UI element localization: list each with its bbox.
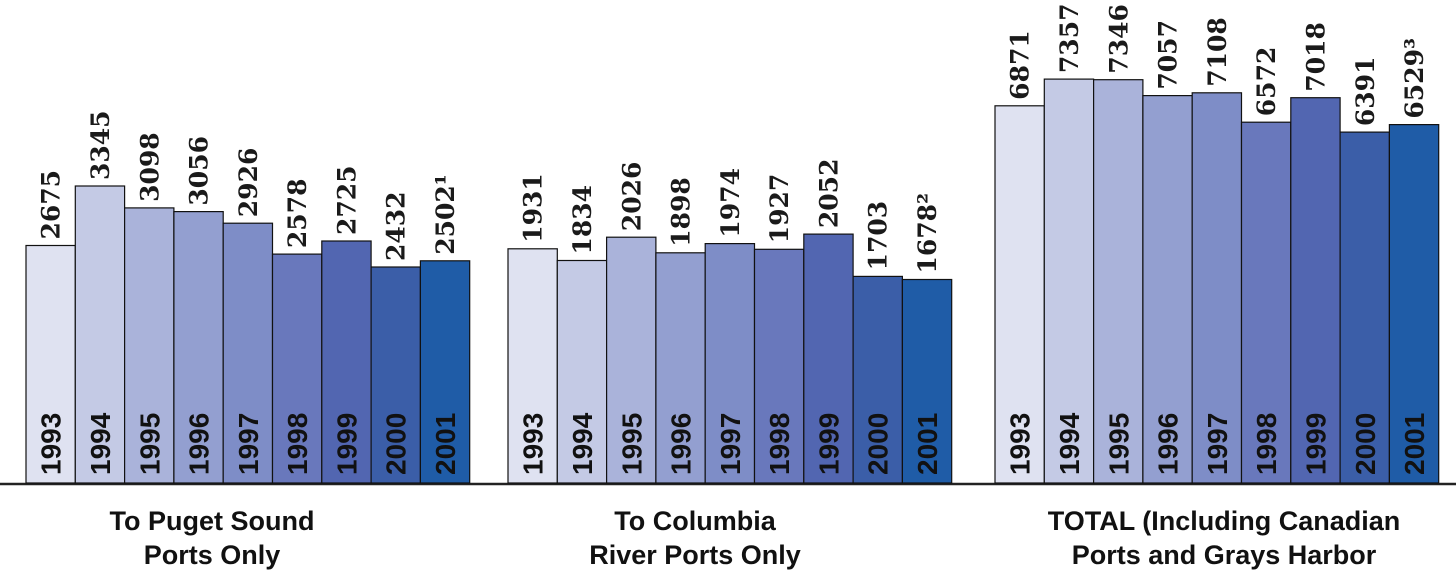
value-label: 7057 — [1154, 20, 1183, 90]
bar-group-3: 6871 1993 7357 1994 7346 1995 7057 1996 7108 1997… — [994, 4, 1440, 570]
bar-2000 — [852, 275, 903, 484]
value-label: 2675 — [37, 170, 66, 240]
value-label: 1931 — [519, 173, 548, 243]
value-label: 7018 — [1302, 22, 1331, 92]
value-label: 6529³ — [1400, 38, 1429, 119]
year-label: 1997 — [233, 413, 264, 475]
year-label: 1995 — [616, 413, 647, 475]
value-label: 6572 — [1252, 47, 1281, 117]
group-label-line: Ports Only — [144, 540, 281, 570]
value-label: 7108 — [1203, 17, 1232, 87]
value-label: 7357 — [1055, 4, 1084, 74]
value-label: 2502¹ — [431, 174, 460, 255]
group-label-line: To Columbia — [614, 506, 776, 536]
bar-1996 — [1142, 94, 1193, 484]
bar-1993 — [507, 248, 558, 484]
value-label: 3098 — [135, 132, 164, 202]
year-label: 1997 — [1202, 413, 1233, 475]
year-label: 2001 — [430, 413, 461, 475]
bar-2001 — [901, 278, 953, 484]
value-label: 3056 — [185, 136, 214, 206]
year-label: 2000 — [1350, 413, 1381, 475]
year-label: 1994 — [1054, 412, 1085, 475]
year-label: 2001 — [912, 413, 943, 475]
year-label: 1996 — [184, 413, 215, 475]
value-label: 3345 — [86, 110, 115, 180]
value-label: 7346 — [1104, 4, 1133, 74]
group-label-line: Ports and Grays Harbor — [1072, 540, 1377, 570]
year-label: 1996 — [666, 413, 697, 475]
value-label: 2432 — [382, 191, 411, 261]
year-label: 1998 — [1251, 413, 1282, 475]
bar-1996 — [655, 252, 706, 484]
year-label: 2000 — [381, 413, 412, 475]
bar-group-2: 1931 1993 1834 1994 2026 1995 1898 1996 1974 1997… — [507, 159, 953, 570]
group-label-line: To Puget Sound — [110, 506, 315, 536]
year-label: 1999 — [813, 413, 844, 475]
year-label: 1994 — [567, 412, 598, 475]
value-label: 1678² — [913, 193, 942, 274]
value-label: 6871 — [1006, 30, 1035, 100]
bar-1994 — [1043, 78, 1095, 484]
bar-1998 — [1240, 121, 1292, 484]
value-label: 2026 — [617, 162, 646, 232]
value-label: 1927 — [765, 174, 794, 244]
bar-1999 — [803, 233, 854, 484]
year-label: 1993 — [518, 413, 549, 475]
year-label: 2001 — [1399, 413, 1430, 475]
value-label: 1834 — [568, 185, 597, 255]
bar-group-1: 2675 1993 3345 1994 3098 1995 3056 1996 2926 1997… — [25, 110, 471, 570]
bar-1999 — [321, 240, 372, 484]
bar-1999 — [1290, 97, 1341, 484]
bar-1995 — [1092, 79, 1144, 484]
bar-1994 — [74, 185, 126, 484]
year-label: 1999 — [1301, 413, 1332, 475]
year-label: 1993 — [1005, 413, 1036, 475]
value-label: 2926 — [234, 148, 263, 218]
bar-1995 — [123, 207, 175, 484]
value-label: 2578 — [283, 179, 312, 249]
year-label: 1995 — [134, 413, 165, 475]
value-label: 2725 — [332, 165, 361, 235]
year-label: 1998 — [282, 413, 313, 475]
bar-2001 — [419, 260, 471, 484]
year-label: 1995 — [1103, 413, 1134, 475]
year-label: 1993 — [36, 413, 67, 475]
bar-1993 — [994, 105, 1045, 484]
value-label: 1898 — [667, 177, 696, 247]
value-label: 6391 — [1351, 57, 1380, 127]
bar-1997 — [704, 243, 756, 484]
year-label: 1999 — [331, 413, 362, 475]
year-label: 1994 — [85, 412, 116, 475]
year-label: 1997 — [715, 413, 746, 475]
bar-1998 — [753, 248, 805, 484]
year-label: 2000 — [863, 413, 894, 475]
group-label-line: TOTAL (Including Canadian — [1048, 506, 1401, 536]
bar-1996 — [173, 211, 224, 484]
value-label: 2052 — [814, 159, 843, 229]
bar-1997 — [1191, 92, 1243, 484]
year-label: 1998 — [764, 413, 795, 475]
group-label-line: River Ports Only — [589, 540, 801, 570]
value-label: 1974 — [716, 168, 745, 238]
bar-1994 — [556, 259, 608, 484]
year-label: 1996 — [1153, 413, 1184, 475]
bar-1995 — [605, 236, 657, 484]
bar-2001 — [1388, 123, 1440, 484]
bar-2000 — [1339, 131, 1390, 484]
bar-groups: 2675 1993 3345 1994 3098 1995 3056 1996 2926 1997… — [25, 4, 1440, 570]
value-label: 1703 — [864, 201, 893, 271]
